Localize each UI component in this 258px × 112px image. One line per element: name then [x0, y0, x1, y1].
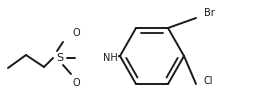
- Text: S: S: [57, 53, 63, 63]
- Text: Br: Br: [204, 8, 215, 18]
- Text: O: O: [72, 78, 80, 88]
- Text: O: O: [72, 28, 80, 38]
- Text: Cl: Cl: [204, 76, 214, 86]
- Text: NH: NH: [103, 53, 117, 63]
